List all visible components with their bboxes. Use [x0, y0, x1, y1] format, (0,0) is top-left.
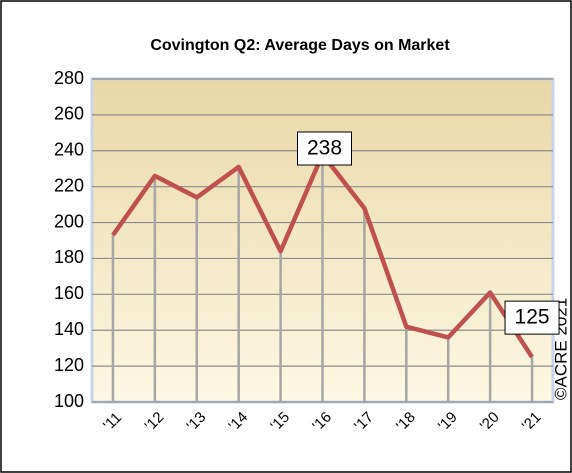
chart-title: Covington Q2: Average Days on Market [150, 37, 450, 54]
y-tick-label: 180 [54, 247, 84, 267]
data-label-box [297, 131, 352, 166]
data-label: 125 [504, 300, 560, 335]
y-tick-label: 220 [54, 175, 84, 195]
y-tick-label: 100 [54, 391, 84, 411]
y-tick-label: 140 [54, 319, 84, 339]
data-label: 238 [297, 131, 352, 166]
data-label-box [504, 300, 560, 335]
y-tick-label: 260 [54, 104, 84, 124]
data-label-text: 125 [515, 306, 550, 329]
y-tick-label: 160 [54, 283, 84, 303]
y-tick-label: 240 [54, 140, 84, 160]
y-tick-label: 200 [54, 211, 84, 231]
data-label-text: 238 [307, 137, 342, 160]
y-tick-label: 280 [54, 68, 84, 88]
y-tick-label: 120 [54, 355, 84, 375]
